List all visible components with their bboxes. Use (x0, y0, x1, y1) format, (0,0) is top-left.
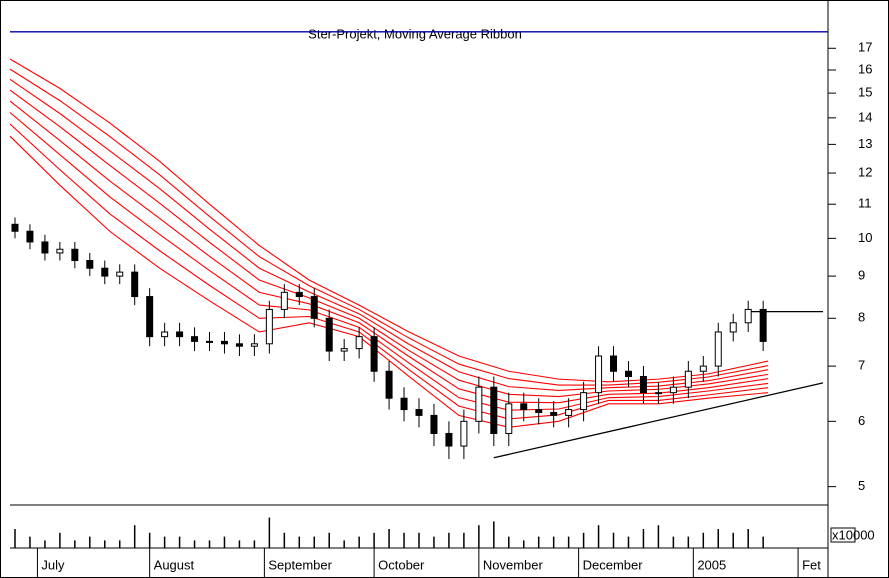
y-tick-label: 14 (858, 109, 872, 124)
candle-body (550, 411, 558, 416)
moving-average (9, 68, 769, 386)
y-tick-label: 8 (858, 310, 865, 325)
candle-body (131, 271, 139, 298)
y-tick-label: 17 (858, 40, 872, 55)
candle-body (580, 392, 588, 411)
y-tick-label: 13 (858, 136, 872, 151)
moving-average (9, 58, 769, 383)
candle-body (535, 409, 543, 413)
candle-body (86, 260, 94, 269)
y-tick-label: 5 (858, 478, 865, 493)
candle-body (654, 392, 662, 395)
y-tick-label: 9 (858, 268, 865, 283)
y-tick-label: 16 (858, 61, 872, 76)
candle-body (340, 348, 348, 352)
candle-body (460, 420, 468, 447)
candle-body (699, 365, 707, 372)
x-tick-label: August (154, 557, 195, 572)
candle-body (146, 296, 154, 338)
reference-line (493, 382, 824, 459)
x-tick-label: October (378, 557, 425, 572)
candle-body (624, 370, 632, 377)
candle-body (220, 340, 228, 345)
candle-body (370, 336, 378, 372)
x-tick-label: Fet (802, 557, 821, 572)
candle-body (475, 386, 483, 422)
y-tick-label: 11 (858, 196, 872, 211)
candle-body (355, 336, 363, 350)
candle-body (191, 336, 199, 342)
moving-average (9, 78, 769, 392)
candle-body (161, 331, 169, 338)
candle-body (684, 370, 692, 388)
candle-body (520, 403, 528, 411)
candle-body (669, 386, 677, 394)
candle-body (610, 355, 618, 372)
moving-average (9, 100, 769, 404)
candle-body (206, 340, 214, 343)
moving-average (9, 135, 769, 428)
candle-body (639, 375, 647, 394)
candle-body (325, 317, 333, 352)
candle-body (310, 296, 318, 319)
candle-body (744, 308, 752, 324)
candle-body (729, 322, 737, 333)
y-tick-label: 7 (858, 358, 865, 373)
x-tick-label: November (483, 557, 544, 572)
x-tick-label: December (583, 557, 644, 572)
candle-body (116, 271, 124, 277)
candle-body (265, 308, 273, 345)
candle-body (595, 355, 603, 394)
moving-average (9, 112, 769, 411)
candle-body (714, 331, 722, 367)
candle-body (295, 291, 303, 298)
candle-body (490, 386, 498, 434)
candle-body (759, 308, 767, 342)
moving-average (9, 123, 769, 420)
y-tick-label: 12 (858, 164, 872, 179)
candle-body (565, 409, 573, 416)
candle-body (415, 409, 423, 416)
candle-body (250, 343, 258, 347)
chart-title: Ster-Projekt, Moving Average Ribbon (308, 26, 522, 41)
y-tick-label: 10 (858, 230, 872, 245)
candle-body (385, 370, 393, 399)
candle-body (176, 331, 184, 338)
volume-label-box (830, 527, 856, 543)
moving-average (9, 89, 769, 398)
candle-body (11, 223, 19, 232)
candle-body (280, 291, 288, 310)
candle-body (71, 248, 79, 262)
y-tick-label: 15 (858, 85, 872, 100)
candle-body (41, 241, 49, 254)
x-tick-label: September (268, 557, 332, 572)
volume-label: x10000 (832, 527, 875, 542)
candle-body (56, 248, 64, 254)
candle-body (445, 432, 453, 447)
candle-body (400, 397, 408, 411)
candle-body (26, 230, 34, 243)
x-tick-label: July (41, 557, 65, 572)
y-tick-label: 6 (858, 413, 865, 428)
candle-body (430, 414, 438, 434)
x-tick-label: 2005 (697, 557, 726, 572)
candle-body (235, 343, 243, 347)
candle-body (101, 267, 109, 277)
candle-body (505, 403, 513, 434)
